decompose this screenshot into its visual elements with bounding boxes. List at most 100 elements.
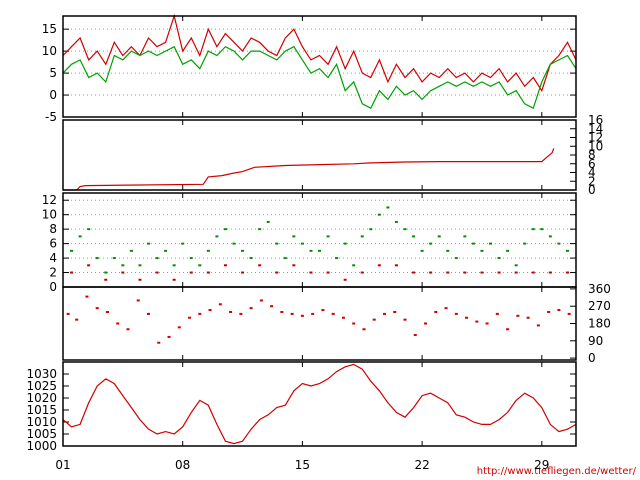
temperature-y-tick-label: 0 [49, 88, 57, 102]
wind-speed-series-1-point [104, 278, 108, 281]
wind-speed-series-0-point [565, 249, 569, 252]
wind-direction-series-0-point [475, 320, 479, 323]
wind-direction-series-0-point [495, 312, 499, 315]
wind-direction-series-0-point [372, 318, 376, 321]
precipitation-y-tick-label: 6 [588, 157, 596, 171]
wind-speed-series-0-point [241, 249, 245, 252]
wind-direction-series-0-point [526, 316, 530, 319]
wind-speed-series-1-point [309, 271, 313, 274]
pressure-y-tick-label: 1015 [26, 403, 57, 417]
wind-direction-series-0-point [444, 307, 448, 310]
wind-direction-series-0-point [126, 328, 130, 331]
wind-speed-series-0-point [104, 271, 108, 274]
wind-speed-series-0-point [514, 264, 518, 267]
wind-direction-series-0-point [506, 328, 510, 331]
wind-speed-series-0-point [78, 235, 82, 238]
wind-speed-series-0-point [121, 264, 125, 267]
wind-direction-y-tick-label: 270 [588, 299, 611, 313]
wind-speed-series-0-point [155, 257, 159, 260]
wind-direction-series-0-point [403, 318, 407, 321]
wind-speed-series-0-point [309, 249, 313, 252]
temperature-y-tick-label: 15 [42, 22, 57, 36]
wind-speed-series-1-point [206, 271, 210, 274]
wind-speed-series-0-point [471, 242, 475, 245]
temperature-frame [62, 15, 577, 118]
wind-direction-series-0-point [321, 309, 325, 312]
precipitation-y-tick-label: 8 [588, 148, 596, 162]
wind-direction-series-0-point [413, 334, 417, 337]
wind-speed-series-0-point [437, 235, 441, 238]
wind-speed-y-tick-label: 6 [49, 237, 57, 251]
wind-speed-series-0-point [112, 257, 116, 260]
wind-direction-series-0-point [147, 312, 150, 315]
wind-speed-y-tick-label: 10 [42, 208, 57, 222]
wind-speed-series-0-point [548, 235, 552, 238]
wind-direction-series-0-point [290, 312, 294, 315]
wind-speed-series-1-point [565, 271, 569, 274]
wind-speed-series-1-point [292, 264, 296, 267]
wind-direction-series-0-point [270, 305, 274, 308]
wind-speed-series-0-point [206, 249, 210, 252]
wind-speed-series-0-point [87, 228, 91, 231]
wind-direction-series-0-point [218, 303, 222, 306]
wind-direction-series-0-point [249, 307, 253, 310]
wind-speed-series-0-point [138, 264, 142, 267]
temperature-series-0-line [62, 13, 577, 93]
wind-direction-series-0-point [557, 309, 561, 312]
wind-direction-series-0-point [188, 316, 192, 319]
wind-speed-y-tick-label: 4 [49, 251, 57, 265]
wind-direction-series-0-point [311, 312, 315, 315]
wind-speed-series-0-point [172, 264, 176, 267]
x-tick-label: 08 [175, 458, 190, 472]
wind-speed-series-1-point [343, 278, 347, 281]
wind-direction-series-0-point [66, 312, 70, 315]
wind-speed-series-1-point [429, 271, 433, 274]
wind-direction-frame [62, 286, 577, 361]
precipitation-series-0-line [63, 148, 555, 191]
wind-direction-series-0-point [547, 310, 551, 313]
wind-direction-series-0-point [434, 310, 438, 313]
precipitation-frame [62, 119, 577, 191]
pressure-series-0-line [62, 363, 577, 445]
wind-speed-series-0-point [463, 235, 467, 238]
precipitation-y-tick-label: 4 [588, 166, 596, 180]
wind-speed-series-0-point [506, 249, 510, 252]
wind-speed-series-0-point [181, 242, 185, 245]
pressure-y-tick-label: 1025 [26, 379, 57, 393]
wind-speed-series-0-point [283, 257, 287, 260]
wind-direction-series-0-point [516, 314, 520, 317]
wind-speed-series-0-point [557, 242, 561, 245]
wind-speed-series-0-point [249, 257, 253, 260]
wind-direction-y-tick-label: 90 [588, 334, 603, 348]
precipitation-y-tick-label: 16 [588, 113, 603, 127]
wind-speed-series-1-point [514, 271, 518, 274]
wind-speed-series-0-point [343, 242, 347, 245]
wind-direction-series-0-point [567, 312, 571, 315]
wind-speed-series-1-point [446, 271, 450, 274]
wind-direction-y-tick-label: 360 [588, 282, 611, 296]
wind-speed-series-0-point [292, 235, 296, 238]
wind-direction-series-0-point [485, 322, 489, 325]
wind-speed-series-0-point [129, 249, 133, 252]
pressure-y-tick-label: 1005 [26, 427, 57, 441]
temperature-panel: 15 10 5 0 -5 [42, 13, 577, 124]
wind-speed-series-0-point [386, 206, 390, 209]
wind-speed-series-1-point [394, 264, 398, 267]
x-tick-label: 29 [534, 458, 549, 472]
wind-speed-series-1-point [87, 264, 91, 267]
pressure-y-tick-label: 1010 [26, 415, 57, 429]
wind-speed-series-1-point [258, 264, 262, 267]
wind-speed-series-0-point [300, 242, 304, 245]
wind-direction-series-0-point [116, 322, 120, 325]
wind-speed-series-0-point [360, 235, 364, 238]
temperature-y-tick-label: 5 [49, 66, 57, 80]
precipitation-y-tick-label: 12 [588, 131, 603, 145]
wind-speed-series-0-point [164, 249, 168, 252]
wind-speed-series-0-point [446, 249, 450, 252]
wind-speed-series-1-point [121, 271, 125, 274]
wind-direction-series-0-point [280, 310, 284, 313]
wind-direction-series-0-point [393, 310, 397, 313]
wind-speed-series-1-point [531, 271, 535, 274]
wind-speed-series-1-point [70, 271, 74, 274]
wind-speed-series-0-point [189, 257, 193, 260]
